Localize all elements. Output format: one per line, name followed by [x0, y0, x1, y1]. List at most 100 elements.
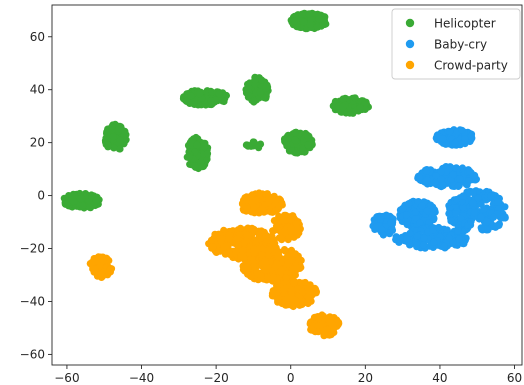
- data-point: [440, 242, 448, 250]
- x-tick-label: 0: [287, 371, 295, 385]
- data-point: [198, 163, 206, 171]
- data-point: [399, 204, 407, 213]
- data-point: [406, 241, 414, 249]
- data-point: [256, 88, 264, 96]
- legend-marker: [405, 39, 415, 49]
- data-point: [243, 205, 251, 213]
- data-point: [258, 245, 267, 253]
- data-point: [432, 172, 440, 180]
- data-point: [238, 200, 247, 208]
- data-point: [97, 270, 105, 278]
- data-point: [217, 235, 225, 243]
- data-point: [242, 141, 250, 149]
- data-point: [288, 286, 296, 294]
- data-point: [292, 149, 300, 157]
- data-point: [269, 273, 277, 281]
- data-point: [240, 255, 248, 263]
- data-point: [244, 270, 252, 278]
- data-point: [93, 256, 101, 265]
- data-point: [271, 199, 279, 207]
- data-point: [187, 99, 195, 107]
- data-point: [459, 204, 467, 212]
- data-point: [430, 215, 438, 223]
- data-point: [305, 10, 313, 18]
- legend-box: [391, 8, 521, 80]
- data-point: [279, 216, 287, 224]
- data-point: [470, 171, 478, 179]
- data-point: [454, 182, 462, 190]
- data-point: [446, 127, 454, 136]
- legend-label: Crowd-party: [434, 59, 508, 73]
- data-point: [413, 241, 421, 249]
- data-point: [280, 285, 288, 293]
- data-point: [291, 129, 299, 137]
- y-tick-label: 60: [30, 30, 45, 44]
- data-point: [304, 299, 312, 308]
- data-point: [280, 246, 289, 254]
- data-point: [378, 225, 386, 234]
- data-point: [493, 222, 501, 230]
- data-point: [291, 136, 299, 144]
- data-point: [382, 211, 390, 219]
- data-point: [372, 223, 380, 231]
- legend: Helicopter Baby-cry Crowd-party: [391, 8, 521, 80]
- data-point: [445, 234, 453, 242]
- data-point: [116, 136, 124, 144]
- data-point: [272, 222, 281, 230]
- x-tick-label: 20: [358, 371, 373, 385]
- data-point: [239, 246, 247, 254]
- data-point: [251, 76, 259, 84]
- data-point: [457, 214, 465, 223]
- data-point: [278, 266, 286, 274]
- data-point: [483, 218, 491, 226]
- data-point: [281, 135, 289, 143]
- data-point: [236, 224, 245, 232]
- data-point: [467, 133, 475, 141]
- data-point: [423, 176, 431, 184]
- data-point: [300, 18, 308, 26]
- data-point: [287, 224, 295, 232]
- x-tick-label: −40: [129, 371, 154, 385]
- data-point: [293, 22, 301, 30]
- data-point: [313, 23, 322, 31]
- data-point: [258, 251, 266, 259]
- data-point: [467, 218, 475, 226]
- data-point: [257, 272, 265, 280]
- y-tick-label: −40: [20, 294, 45, 308]
- data-point: [455, 235, 463, 243]
- data-point: [265, 246, 273, 255]
- data-point: [307, 325, 315, 333]
- data-point: [293, 264, 301, 273]
- data-point: [208, 244, 216, 252]
- data-point: [298, 10, 306, 18]
- data-point: [274, 295, 283, 303]
- data-point: [109, 133, 117, 141]
- data-point: [262, 231, 270, 239]
- data-point: [461, 135, 469, 143]
- data-point: [281, 228, 289, 236]
- legend-label: Helicopter: [434, 17, 496, 31]
- x-tick-label: −20: [203, 371, 228, 385]
- data-point: [411, 208, 420, 216]
- data-point: [233, 235, 241, 243]
- data-point: [435, 223, 443, 232]
- data-point: [245, 92, 253, 100]
- data-point: [403, 221, 411, 229]
- data-point: [418, 202, 426, 210]
- data-point: [208, 100, 216, 109]
- data-point: [351, 94, 359, 102]
- data-point: [232, 248, 240, 256]
- data-point: [477, 213, 485, 221]
- data-point: [465, 177, 473, 185]
- points-layer: [60, 9, 509, 340]
- data-point: [116, 145, 124, 153]
- data-point: [196, 90, 204, 98]
- data-point: [456, 175, 464, 183]
- data-point: [315, 314, 323, 323]
- data-point: [258, 205, 266, 213]
- data-point: [255, 189, 263, 197]
- data-point: [356, 104, 364, 112]
- data-point: [288, 256, 296, 264]
- data-point: [293, 285, 302, 293]
